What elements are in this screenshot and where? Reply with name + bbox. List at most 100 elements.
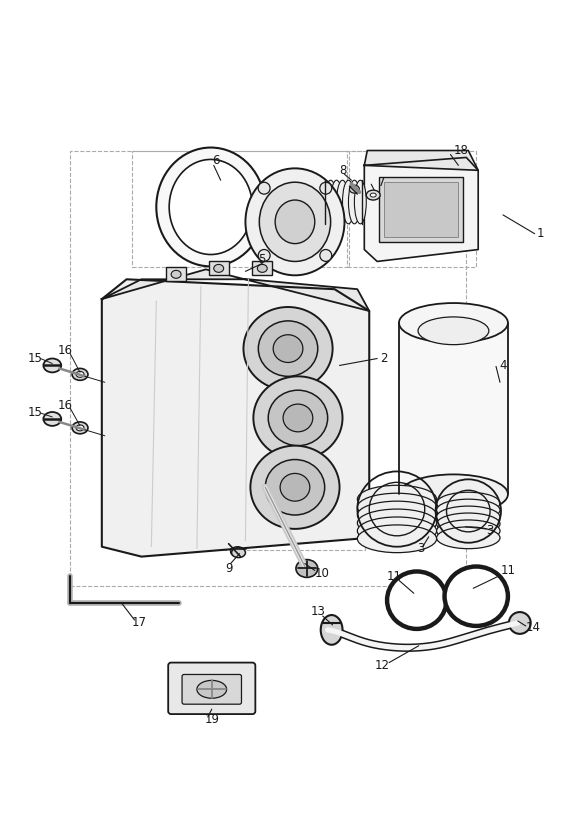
Ellipse shape <box>418 317 489 344</box>
Bar <box>166 268 186 281</box>
Ellipse shape <box>43 358 61 372</box>
Ellipse shape <box>250 446 339 529</box>
Text: 16: 16 <box>58 344 73 357</box>
Ellipse shape <box>214 265 224 273</box>
Ellipse shape <box>231 546 244 556</box>
Text: 13: 13 <box>310 605 325 617</box>
Bar <box>199 472 366 550</box>
Ellipse shape <box>399 475 508 514</box>
Ellipse shape <box>231 548 245 558</box>
Ellipse shape <box>268 391 328 446</box>
Text: 11: 11 <box>500 564 515 577</box>
Bar <box>384 182 458 236</box>
Text: 5: 5 <box>259 253 266 266</box>
Ellipse shape <box>370 193 376 197</box>
Ellipse shape <box>296 559 318 578</box>
FancyBboxPatch shape <box>182 675 241 705</box>
Text: 16: 16 <box>58 399 73 411</box>
Bar <box>399 323 508 494</box>
Ellipse shape <box>331 180 342 224</box>
Ellipse shape <box>257 265 267 273</box>
Text: 3: 3 <box>486 524 494 537</box>
Ellipse shape <box>357 501 437 529</box>
Text: 15: 15 <box>28 406 43 419</box>
Ellipse shape <box>357 509 437 536</box>
Ellipse shape <box>72 368 88 381</box>
Ellipse shape <box>265 460 325 515</box>
Bar <box>379 177 463 241</box>
Ellipse shape <box>258 321 318 377</box>
Ellipse shape <box>258 250 270 261</box>
Ellipse shape <box>437 506 500 528</box>
Text: 1: 1 <box>537 227 545 241</box>
Ellipse shape <box>244 307 333 391</box>
Ellipse shape <box>357 485 437 513</box>
FancyBboxPatch shape <box>168 662 255 714</box>
Ellipse shape <box>273 335 303 363</box>
Text: 15: 15 <box>28 352 43 365</box>
Ellipse shape <box>325 180 336 224</box>
Ellipse shape <box>398 583 436 618</box>
Ellipse shape <box>169 159 252 255</box>
Text: 4: 4 <box>499 359 507 372</box>
Ellipse shape <box>354 180 366 224</box>
Ellipse shape <box>336 180 349 224</box>
Text: 7: 7 <box>378 176 386 189</box>
Text: 17: 17 <box>132 616 147 630</box>
Ellipse shape <box>171 270 181 279</box>
Ellipse shape <box>444 567 508 626</box>
Ellipse shape <box>321 615 342 644</box>
Ellipse shape <box>387 572 447 629</box>
Ellipse shape <box>197 681 227 698</box>
Ellipse shape <box>43 412 61 426</box>
Text: 11: 11 <box>387 570 402 583</box>
Ellipse shape <box>319 180 331 224</box>
Ellipse shape <box>437 520 500 541</box>
Ellipse shape <box>280 474 310 501</box>
Polygon shape <box>102 269 369 311</box>
Ellipse shape <box>342 180 354 224</box>
Ellipse shape <box>357 494 437 521</box>
Ellipse shape <box>437 527 500 549</box>
Text: 3: 3 <box>417 542 424 555</box>
Text: 9: 9 <box>225 562 233 575</box>
Text: 6: 6 <box>212 154 219 167</box>
Ellipse shape <box>254 377 342 460</box>
Text: 8: 8 <box>339 164 346 177</box>
Ellipse shape <box>357 525 437 553</box>
Bar <box>209 261 229 275</box>
Ellipse shape <box>509 612 531 634</box>
Ellipse shape <box>349 185 359 193</box>
Ellipse shape <box>283 404 313 432</box>
Ellipse shape <box>456 578 496 615</box>
Ellipse shape <box>399 303 508 343</box>
Ellipse shape <box>245 168 345 275</box>
Text: 12: 12 <box>375 659 389 672</box>
Text: 2: 2 <box>380 352 388 365</box>
Text: 18: 18 <box>454 144 469 157</box>
Ellipse shape <box>357 517 437 545</box>
Ellipse shape <box>76 372 84 377</box>
Ellipse shape <box>320 182 332 194</box>
Ellipse shape <box>275 200 315 244</box>
Polygon shape <box>364 151 478 171</box>
Polygon shape <box>364 157 478 261</box>
Ellipse shape <box>259 182 331 261</box>
Ellipse shape <box>258 182 270 194</box>
Text: 19: 19 <box>204 713 219 726</box>
Ellipse shape <box>437 492 500 514</box>
Ellipse shape <box>366 190 380 200</box>
Bar <box>132 151 349 268</box>
Ellipse shape <box>437 513 500 535</box>
Ellipse shape <box>156 147 265 266</box>
Text: 14: 14 <box>525 621 540 634</box>
Ellipse shape <box>437 499 500 521</box>
Ellipse shape <box>349 180 360 224</box>
Ellipse shape <box>72 422 88 433</box>
Ellipse shape <box>320 250 332 261</box>
Bar <box>252 261 272 275</box>
Bar <box>347 151 476 268</box>
Ellipse shape <box>76 425 84 431</box>
Bar <box>70 151 466 587</box>
Polygon shape <box>102 279 369 556</box>
